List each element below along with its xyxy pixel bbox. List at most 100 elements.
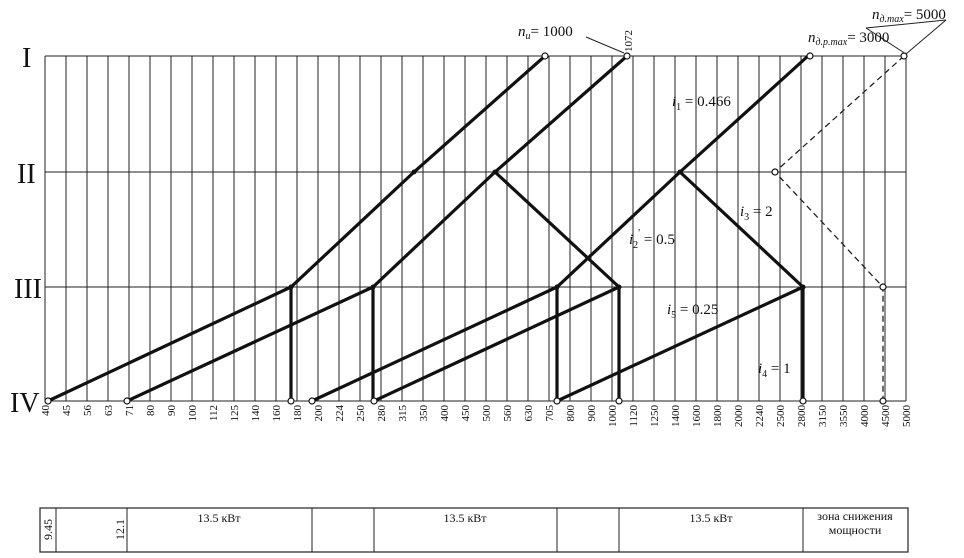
speed-tick-label: 80 (145, 405, 157, 417)
i5-symbol: i (667, 302, 671, 318)
speed-tick-label: 40 (40, 405, 52, 417)
power-bar: 9.45 12.1 13.5 кВт 13.5 кВт 13.5 кВт зон… (39, 507, 909, 553)
speed-tick-label: 1120 (628, 405, 640, 427)
node (308, 397, 316, 405)
label-i3: i3 = 2 (740, 204, 773, 223)
n-dmax-subscript: д.max (880, 14, 905, 25)
speed-tick-label: 350 (418, 405, 430, 422)
power-cell-13-5-c: 13.5 кВт (689, 511, 733, 525)
ray-i1-a (46, 54, 547, 403)
leader-n-i (585, 36, 625, 54)
speed-tick-label: 224 (334, 405, 346, 422)
speed-tick-label: 250 (355, 405, 367, 422)
speed-tick-label: 280 (376, 405, 388, 422)
n-dr-subscript: д.р.max (816, 37, 848, 48)
speed-tick-label: 1800 (712, 405, 724, 428)
power-zone-line2: мощности (829, 523, 882, 537)
n-dr-symbol: n (808, 30, 816, 46)
speed-tick-label: 900 (586, 405, 598, 422)
i2-value: = 0.5 (640, 232, 675, 248)
node (44, 397, 52, 405)
leader-n-dmax-b (905, 19, 947, 55)
speed-tick-label: 1400 (670, 405, 682, 428)
node (370, 284, 376, 290)
speed-tick-label: 63 (103, 405, 115, 417)
speed-tick-labels: 40 45 56 63 71 80 90 100 112 125 140 160 180 200 224 25… (40, 405, 913, 428)
node (553, 397, 561, 405)
speed-grid (44, 56, 907, 401)
nodes (44, 52, 908, 405)
node (287, 397, 295, 405)
i2-subscript: 2 (633, 240, 638, 251)
i2-symbol: i (629, 232, 633, 248)
label-i2: i2' = 0.5 (629, 227, 675, 251)
speed-tick-label: 5000 (901, 405, 913, 428)
speed-tick-label: 90 (166, 405, 178, 417)
power-cell-13-5-b: 13.5 кВт (443, 511, 487, 525)
node (623, 52, 631, 60)
node (288, 284, 294, 290)
shaft-label-II: II (17, 159, 36, 190)
node (677, 169, 683, 175)
n-dr-value: = 3000 (847, 30, 889, 46)
speed-tick-label: 3550 (838, 405, 850, 428)
i4-subscript: 4 (762, 369, 767, 380)
i3-symbol: i (740, 204, 744, 220)
node (616, 284, 622, 290)
speed-tick-label: 500 (481, 405, 493, 422)
node (771, 168, 779, 176)
speed-tick-label: 450 (460, 405, 472, 422)
node (411, 169, 417, 175)
node (492, 169, 498, 175)
speed-tick-label: 560 (502, 405, 514, 422)
power-zone-line1: зона снижения (817, 509, 893, 523)
ray-i1-c (310, 54, 810, 403)
speed-tick-label: 2500 (775, 405, 787, 428)
speed-tick-label: 4000 (859, 405, 871, 428)
speed-tick-label: 160 (271, 405, 283, 422)
node (806, 52, 814, 60)
speed-tick-label: 180 (292, 405, 304, 422)
node (615, 397, 623, 405)
dashed-power-path (774, 55, 905, 401)
speed-tick-label: 71 (124, 405, 136, 416)
leader-fraction-bar (865, 19, 947, 29)
n-dmax-value: = 5000 (904, 7, 946, 23)
speed-tick-label: 4500 (880, 405, 892, 428)
node (879, 283, 887, 291)
node (370, 397, 378, 405)
speed-tick-label: 1250 (649, 405, 661, 428)
speed-tick-label: 140 (250, 405, 262, 422)
i4-value: = 1 (767, 361, 790, 377)
power-cell-9-45: 9.45 (41, 519, 55, 540)
speed-tick-label: 400 (439, 405, 451, 422)
speed-tick-label: 2240 (754, 405, 766, 428)
label-i1: i1 = 0.466 (672, 94, 731, 113)
label-n-d-max: nд.max= 5000 (872, 7, 946, 25)
label-1072: 1072 (623, 30, 635, 52)
i1-subscript: 1 (676, 102, 681, 113)
speed-tick-label: 630 (523, 405, 535, 422)
label-i4: i4 = 1 (758, 361, 791, 380)
label-i5: i5 = 0.25 (667, 302, 718, 321)
leader-n-dmax (865, 27, 907, 55)
label-n-dr-max: nд.р.max= 3000 (808, 30, 889, 48)
speed-tick-label: 705 (544, 405, 556, 422)
n-i-symbol: n (518, 24, 526, 40)
power-cell-12-1: 12.1 (113, 519, 127, 540)
speed-tick-label: 45 (61, 405, 73, 417)
i5-subscript: 5 (671, 310, 676, 321)
speed-tick-label: 1600 (691, 405, 703, 428)
i2-prime: ' (638, 227, 640, 239)
i1-symbol: i (672, 94, 676, 110)
speed-tick-label: 200 (313, 405, 325, 422)
label-n-i: nи= 1000 (518, 24, 573, 42)
node (879, 397, 887, 405)
speed-tick-label: 315 (397, 405, 409, 422)
speed-tick-label: 100 (187, 405, 199, 422)
i5-value: = 0.25 (676, 302, 718, 318)
node (123, 397, 131, 405)
node (554, 284, 560, 290)
node (541, 52, 549, 60)
